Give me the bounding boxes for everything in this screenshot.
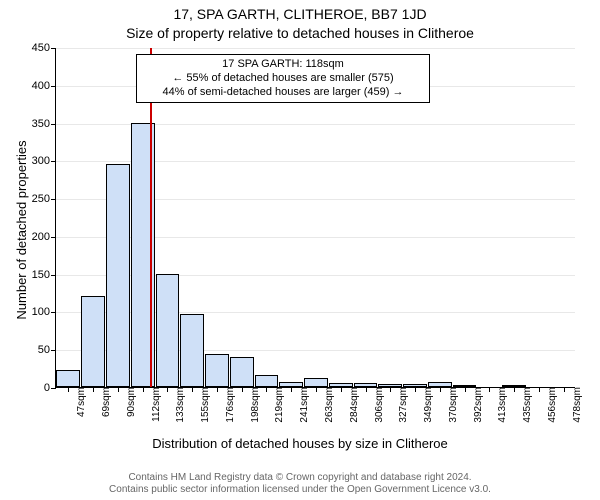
xtick-label: 90sqm <box>122 387 137 417</box>
xtick-label: 69sqm <box>97 387 112 417</box>
xtick-label: 306sqm <box>370 387 385 423</box>
xtick-mark <box>217 387 218 392</box>
ytick-label: 100 <box>32 306 56 318</box>
xtick-label: 413sqm <box>493 387 508 423</box>
histogram-bar <box>255 375 279 387</box>
xtick-label: 284sqm <box>345 387 360 423</box>
histogram-bar <box>205 354 229 387</box>
chart-title: 17, SPA GARTH, CLITHEROE, BB7 1JD <box>0 6 600 22</box>
x-axis-label: Distribution of detached houses by size … <box>0 436 600 451</box>
histogram-bar <box>81 296 105 387</box>
histogram-bar <box>230 357 254 387</box>
histogram-bar <box>304 378 328 387</box>
ytick-label: 0 <box>44 382 56 394</box>
xtick-label: 47sqm <box>72 387 87 417</box>
ytick-label: 250 <box>32 193 56 205</box>
xtick-label: 219sqm <box>270 387 285 423</box>
xtick-label: 112sqm <box>147 387 162 422</box>
xtick-label: 176sqm <box>221 387 236 423</box>
xtick-mark <box>68 387 69 392</box>
xtick-label: 155sqm <box>196 387 211 423</box>
xtick-mark <box>316 387 317 392</box>
xtick-mark <box>489 387 490 392</box>
xtick-mark <box>539 387 540 392</box>
xtick-mark <box>167 387 168 392</box>
histogram-bar <box>180 314 204 387</box>
xtick-label: 241sqm <box>295 387 310 423</box>
xtick-label: 392sqm <box>469 387 484 423</box>
chart-subtitle: Size of property relative to detached ho… <box>0 25 600 41</box>
annotation-box: 17 SPA GARTH: 118sqm ← 55% of detached h… <box>136 54 430 103</box>
histogram-bar <box>56 370 80 387</box>
footer-line-1: Contains HM Land Registry data © Crown c… <box>0 472 600 484</box>
ytick-label: 450 <box>32 42 56 54</box>
xtick-mark <box>242 387 243 392</box>
xtick-mark <box>341 387 342 392</box>
ytick-label: 400 <box>32 80 56 92</box>
xtick-mark <box>564 387 565 392</box>
xtick-mark <box>93 387 94 392</box>
xtick-mark <box>514 387 515 392</box>
plot-area: 05010015020025030035040045047sqm69sqm90s… <box>55 48 575 388</box>
chart-container: 17, SPA GARTH, CLITHEROE, BB7 1JD Size o… <box>0 0 600 500</box>
xtick-mark <box>291 387 292 392</box>
ytick-label: 200 <box>32 231 56 243</box>
annotation-line-3: 44% of semi-detached houses are larger (… <box>143 86 423 100</box>
xtick-label: 133sqm <box>171 387 186 423</box>
xtick-mark <box>440 387 441 392</box>
xtick-mark <box>266 387 267 392</box>
annotation-line-2: ← 55% of detached houses are smaller (57… <box>143 72 423 86</box>
plot-inner: 05010015020025030035040045047sqm69sqm90s… <box>55 48 575 388</box>
xtick-mark <box>415 387 416 392</box>
histogram-bar <box>156 274 180 387</box>
xtick-mark <box>366 387 367 392</box>
xtick-mark <box>143 387 144 392</box>
ytick-label: 50 <box>38 344 56 356</box>
xtick-mark <box>465 387 466 392</box>
ytick-label: 300 <box>32 155 56 167</box>
xtick-mark <box>192 387 193 392</box>
ytick-label: 150 <box>32 269 56 281</box>
y-axis-label: Number of detached properties <box>14 51 29 230</box>
xtick-label: 478sqm <box>568 387 583 423</box>
xtick-label: 327sqm <box>394 387 409 423</box>
xtick-label: 370sqm <box>444 387 459 423</box>
xtick-label: 349sqm <box>419 387 434 423</box>
xtick-mark <box>118 387 119 392</box>
footer-attribution: Contains HM Land Registry data © Crown c… <box>0 472 600 496</box>
xtick-label: 198sqm <box>246 387 261 423</box>
xtick-mark <box>390 387 391 392</box>
xtick-label: 456sqm <box>543 387 558 423</box>
ytick-label: 350 <box>32 118 56 130</box>
footer-line-2: Contains public sector information licen… <box>0 484 600 496</box>
xtick-label: 263sqm <box>320 387 335 423</box>
histogram-bar <box>106 164 130 387</box>
annotation-line-1: 17 SPA GARTH: 118sqm <box>143 58 423 72</box>
xtick-label: 435sqm <box>518 387 533 423</box>
